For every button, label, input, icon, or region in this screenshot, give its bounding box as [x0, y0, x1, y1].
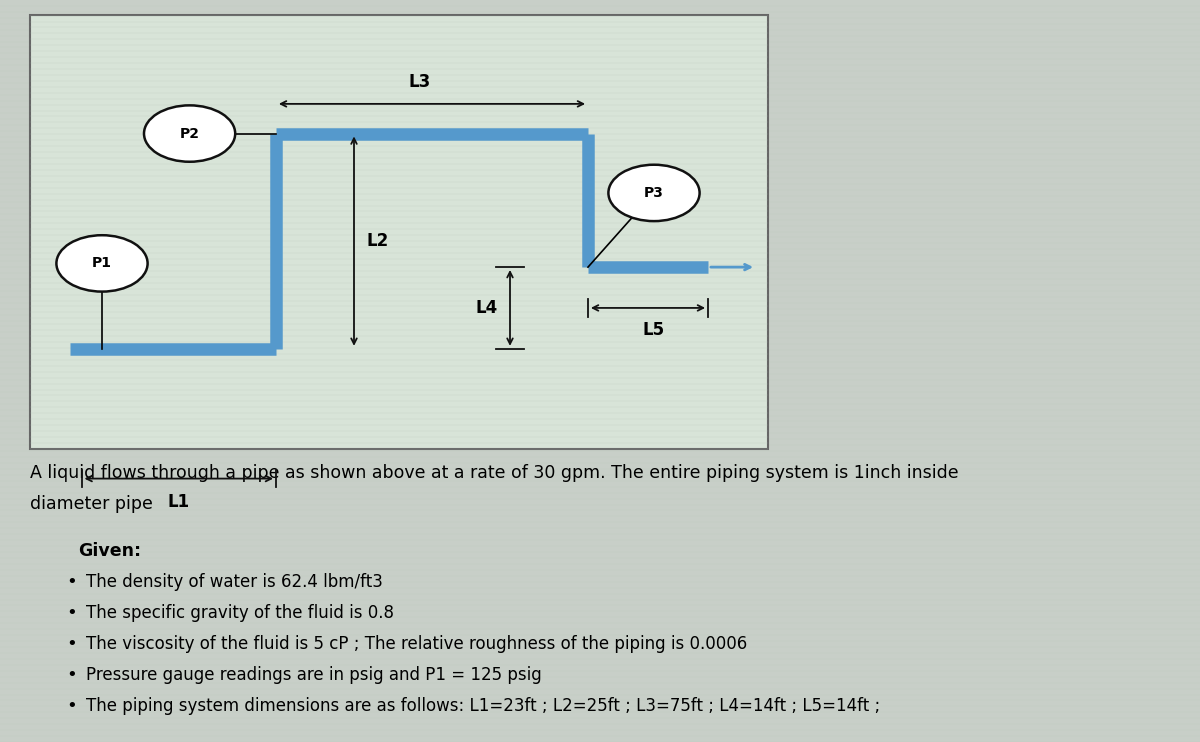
Text: Pressure gauge readings are in psig and P1 = 125 psig: Pressure gauge readings are in psig and …: [86, 666, 542, 684]
Text: L5: L5: [643, 321, 665, 339]
Text: P3: P3: [644, 186, 664, 200]
Text: The specific gravity of the fluid is 0.8: The specific gravity of the fluid is 0.8: [86, 604, 395, 622]
Text: L3: L3: [409, 73, 431, 91]
Text: •: •: [66, 604, 77, 622]
Text: The viscosity of the fluid is 5 cP ; The relative roughness of the piping is 0.0: The viscosity of the fluid is 5 cP ; The…: [86, 635, 748, 653]
Text: P2: P2: [180, 127, 199, 140]
Circle shape: [608, 165, 700, 221]
Text: •: •: [66, 666, 77, 684]
Text: L1: L1: [168, 493, 190, 511]
Circle shape: [56, 235, 148, 292]
Text: The piping system dimensions are as follows: L1=23ft ; L2=25ft ; L3=75ft ; L4=14: The piping system dimensions are as foll…: [86, 697, 881, 715]
Text: •: •: [66, 635, 77, 653]
Circle shape: [144, 105, 235, 162]
Text: •: •: [66, 697, 77, 715]
Text: diameter pipe: diameter pipe: [30, 495, 152, 513]
Text: •: •: [66, 573, 77, 591]
FancyBboxPatch shape: [30, 15, 768, 449]
Text: Given:: Given:: [78, 542, 142, 559]
Text: P1: P1: [92, 257, 112, 270]
Text: L4: L4: [475, 299, 498, 317]
Text: The density of water is 62.4 lbm/ft3: The density of water is 62.4 lbm/ft3: [86, 573, 383, 591]
Text: L2: L2: [366, 232, 389, 250]
Text: A liquid flows through a pipe as shown above at a rate of 30 gpm. The entire pip: A liquid flows through a pipe as shown a…: [30, 464, 959, 482]
